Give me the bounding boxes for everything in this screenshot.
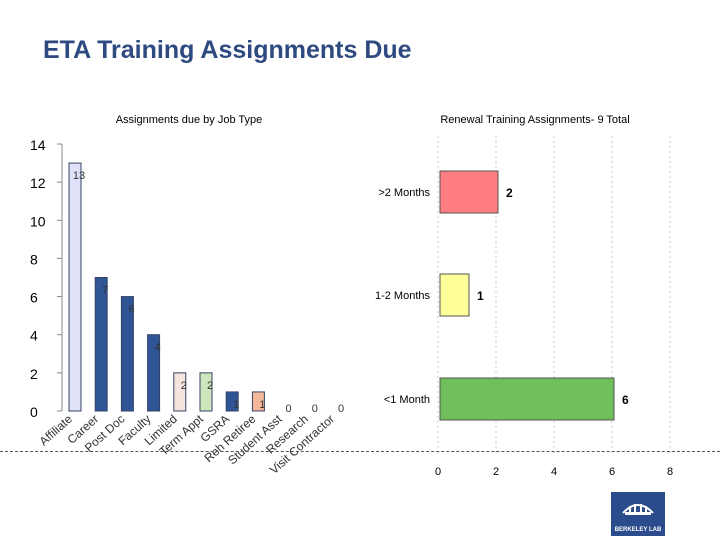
job-type-value-label: 0 <box>286 403 292 415</box>
job-type-y-tick-label: 14 <box>30 137 46 153</box>
berkeley-lab-mark <box>622 504 654 515</box>
job-type-y-tick-label: 0 <box>30 404 38 420</box>
job-type-y-tick-label: 4 <box>30 328 38 344</box>
job-type-bar <box>225 391 239 412</box>
berkeley-lab-logo: BERKELEY LAB <box>611 492 665 536</box>
renewal-x-tick-label: 2 <box>493 466 499 478</box>
renewal-value-label: 2 <box>506 186 513 200</box>
logo-text: BERKELEY LAB <box>614 527 662 533</box>
job-type-value-label: 13 <box>73 170 85 182</box>
renewal-chart-title: Renewal Training Assignments- 9 Total <box>440 114 629 126</box>
renewal-x-tick-label: 4 <box>551 466 557 478</box>
job-type-y-tick-label: 6 <box>30 290 38 306</box>
job-type-value-label: 0 <box>338 403 344 415</box>
job-type-value-label: 2 <box>207 380 213 392</box>
footer-divider <box>0 451 720 452</box>
job-type-value-label: 7 <box>102 285 108 297</box>
job-type-y-tick-label: 8 <box>30 251 38 267</box>
renewal-chart: Renewal Training Assignments- 9 Total 0 2… <box>375 114 673 478</box>
renewal-x-tick-label: 6 <box>609 466 615 478</box>
renewal-x-tick-label: 8 <box>667 466 673 478</box>
renewal-bar <box>439 170 499 214</box>
job-type-bar <box>120 296 134 412</box>
job-type-bar <box>94 277 108 412</box>
job-type-y-tick-label: 10 <box>30 213 46 229</box>
job-type-bar <box>173 372 187 412</box>
job-type-value-label: 0 <box>312 403 318 415</box>
job-type-value-label: 1 <box>233 399 239 411</box>
renewal-value-label: 1 <box>477 289 484 303</box>
job-type-y-tick-label: 2 <box>30 366 38 382</box>
renewal-value-label: 6 <box>622 393 629 407</box>
job-type-bar <box>68 162 82 412</box>
job-type-chart-title: Assignments due by Job Type <box>116 114 263 126</box>
job-type-bar <box>251 391 265 412</box>
renewal-category-label: 1-2 Months <box>375 290 431 302</box>
renewal-bar <box>439 273 470 317</box>
job-type-bar <box>199 372 213 412</box>
job-type-value-label: 2 <box>181 380 187 392</box>
renewal-x-tick-label: 0 <box>435 466 441 478</box>
job-type-value-label: 6 <box>128 304 134 316</box>
renewal-category-label: <1 Month <box>384 394 430 406</box>
slide-title: ETA Training Assignments Due <box>43 36 412 64</box>
job-type-bar <box>147 334 161 412</box>
job-type-chart: Assignments due by Job Type 02468101214 … <box>30 114 344 477</box>
renewal-bar <box>439 377 615 421</box>
renewal-category-label: >2 Months <box>378 187 430 199</box>
job-type-y-tick-label: 12 <box>30 175 46 191</box>
job-type-value-label: 1 <box>259 399 265 411</box>
job-type-value-label: 4 <box>155 342 161 354</box>
